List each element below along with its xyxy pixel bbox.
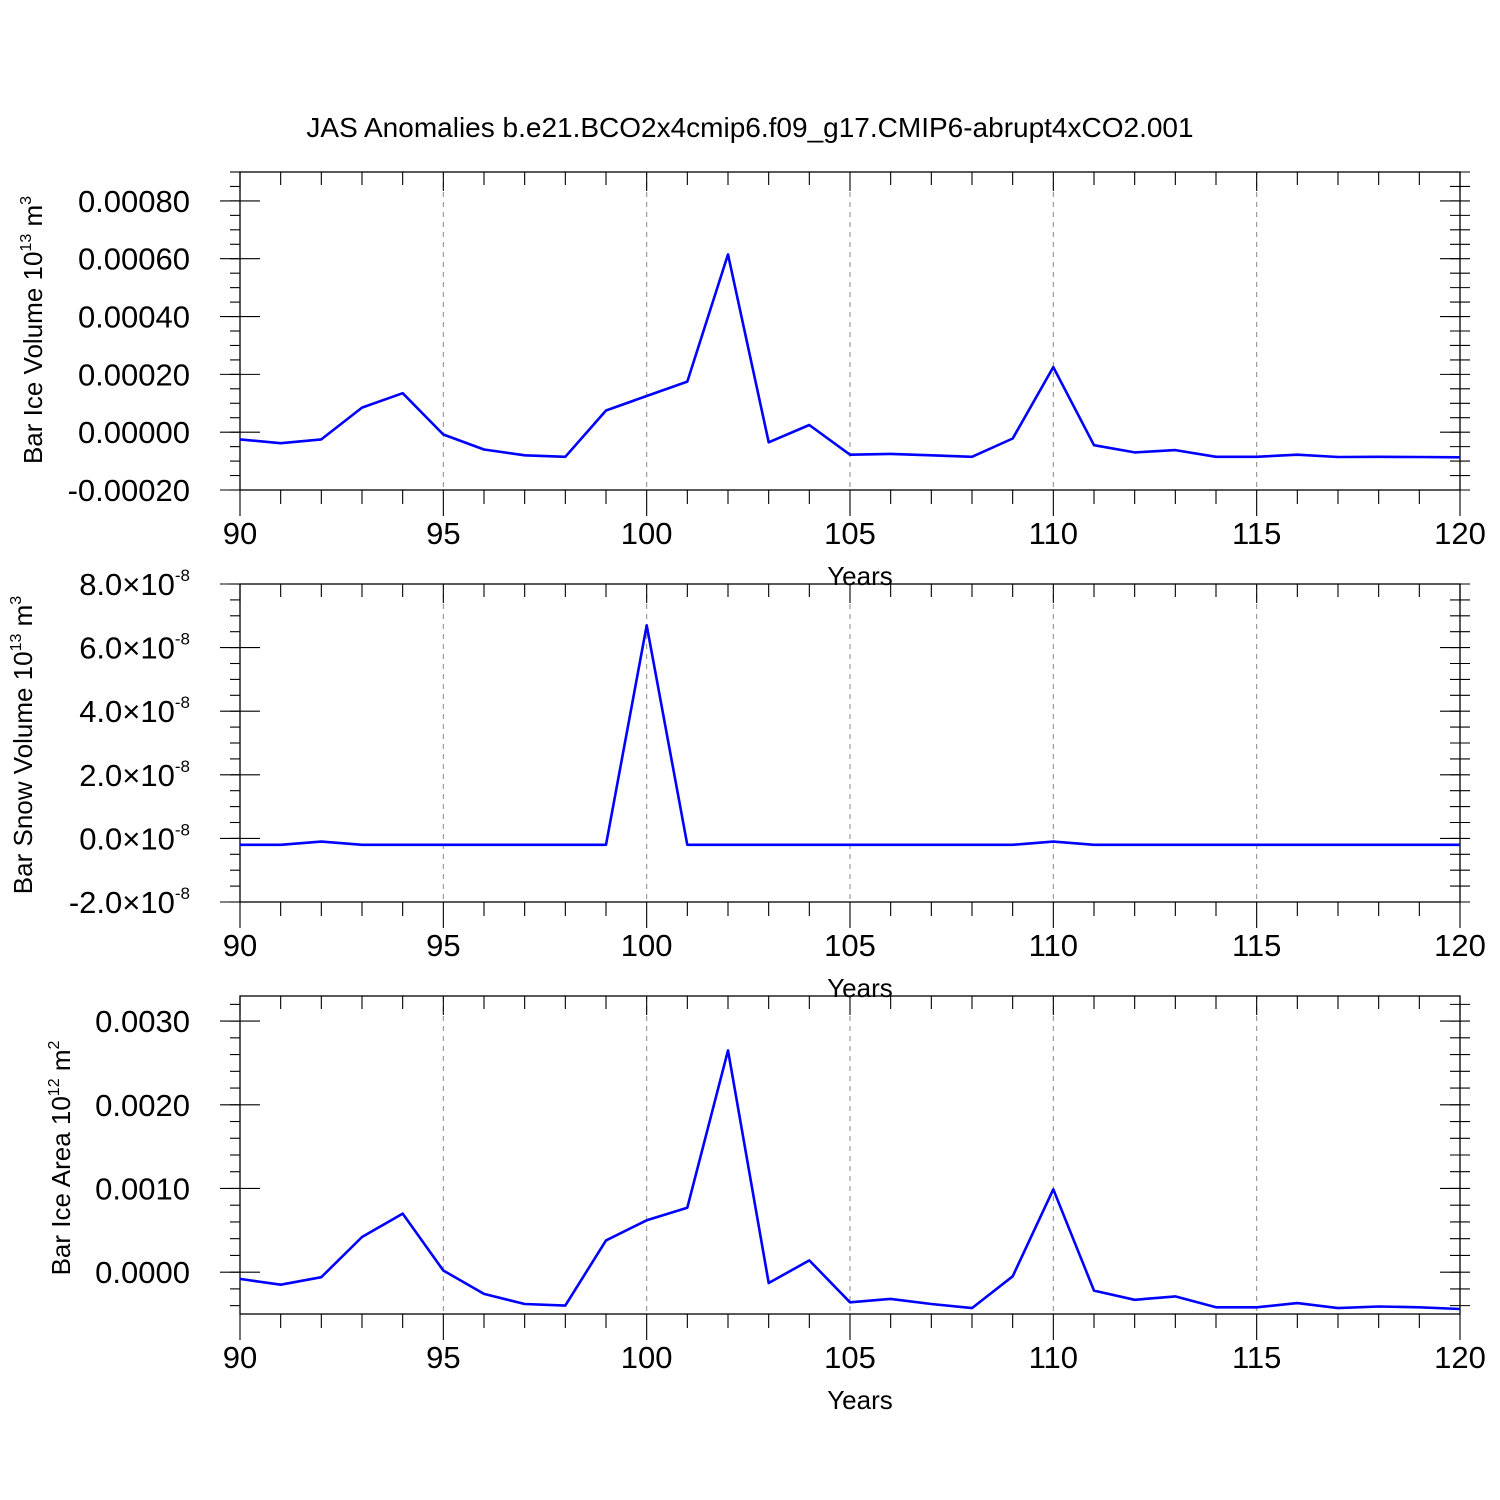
y-tick-label: 0.00000: [78, 415, 190, 450]
y-axis-title: Bar Ice Volume 1013 m3: [18, 196, 48, 464]
y-tick-label: -0.00020: [68, 473, 190, 508]
y-tick-label: 8.0×10-8: [79, 566, 190, 602]
x-tick-label: 105: [824, 516, 876, 551]
chart-panel-3: 90 95 100 105 110 115 120 0.0000 0.0010 0.0020 0.0…: [46, 995, 1486, 1415]
y-tick-label: 0.0×10-8: [79, 820, 190, 856]
chart-panel-1: 90 95 100 105 110 115 120 -0.00020 0.00000 0.0002…: [18, 171, 1486, 591]
x-tick-label: 115: [1232, 928, 1281, 963]
series-line-1: [240, 623, 1460, 847]
x-tick-label: 115: [1232, 1340, 1281, 1375]
x-tick-label: 100: [621, 928, 673, 963]
x-axis-title: Years: [827, 1385, 893, 1415]
y-tick-label: 0.0030: [95, 1004, 190, 1039]
x-tick-label: 120: [1434, 1340, 1486, 1375]
series-line-1: [239, 253, 1461, 459]
x-tick-label: 95: [426, 516, 460, 551]
x-axis-title: Years: [827, 561, 893, 591]
x-tick-label: 95: [426, 928, 460, 963]
series-line-1: [239, 1049, 1461, 1311]
y-tick-label: 0.00020: [78, 357, 190, 392]
x-tick-label: 115: [1232, 516, 1281, 551]
y-axis-title: Bar Snow Volume 1013 m3: [8, 596, 38, 895]
figure-title: JAS Anomalies b.e21.BCO2x4cmip6.f09_g17.…: [306, 112, 1193, 143]
x-tick-label: 95: [426, 1340, 460, 1375]
x-tick-label: 120: [1434, 928, 1486, 963]
chart-panel-2: 90 95 100 105 110 115 120 -2.0×10-8 0.0×10-8 2.0×…: [8, 566, 1486, 1003]
y-tick-label: 2.0×10-8: [79, 757, 190, 793]
y-tick-label: -2.0×10-8: [69, 884, 190, 920]
y-axis-title: Bar Ice Area 1012 m2: [46, 1040, 76, 1275]
x-tick-label: 100: [621, 516, 673, 551]
y-tick-label: 4.0×10-8: [79, 693, 190, 729]
y-tick-label: 0.00040: [78, 300, 190, 335]
x-tick-label: 100: [621, 1340, 673, 1375]
x-tick-label: 90: [223, 928, 257, 963]
x-tick-label: 105: [824, 1340, 876, 1375]
y-tick-label: 0.00060: [78, 242, 190, 277]
x-axis-title: Years: [827, 973, 893, 1003]
x-tick-label: 110: [1029, 1340, 1078, 1375]
y-tick-label: 0.0000: [95, 1255, 190, 1290]
y-tick-label: 0.00080: [78, 184, 190, 219]
x-tick-label: 120: [1434, 516, 1486, 551]
x-tick-label: 110: [1029, 516, 1078, 551]
y-tick-label: 6.0×10-8: [79, 630, 190, 666]
x-tick-label: 105: [824, 928, 876, 963]
x-tick-label: 90: [223, 516, 257, 551]
y-tick-label: 0.0020: [95, 1088, 190, 1123]
y-tick-label: 0.0010: [95, 1171, 190, 1206]
x-tick-label: 90: [223, 1340, 257, 1375]
x-tick-label: 110: [1029, 928, 1078, 963]
